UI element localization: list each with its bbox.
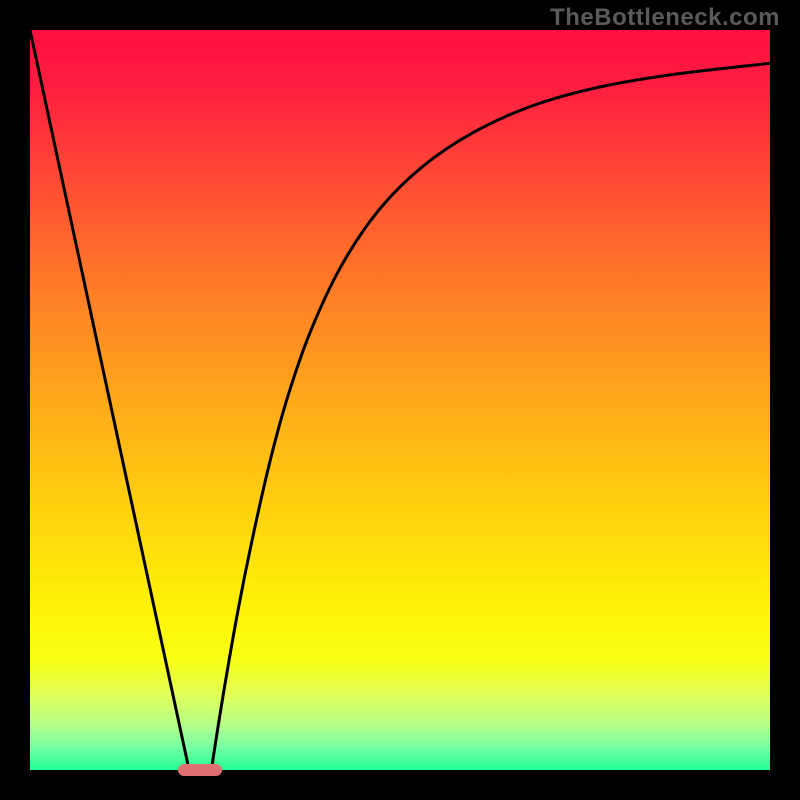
- bottleneck-curve: [30, 30, 770, 770]
- watermark-text: TheBottleneck.com: [550, 4, 780, 32]
- plot-area: [30, 30, 770, 770]
- chart-container: TheBottleneck.com: [0, 0, 800, 800]
- optimal-marker: [178, 764, 222, 777]
- gradient-background: [30, 30, 770, 770]
